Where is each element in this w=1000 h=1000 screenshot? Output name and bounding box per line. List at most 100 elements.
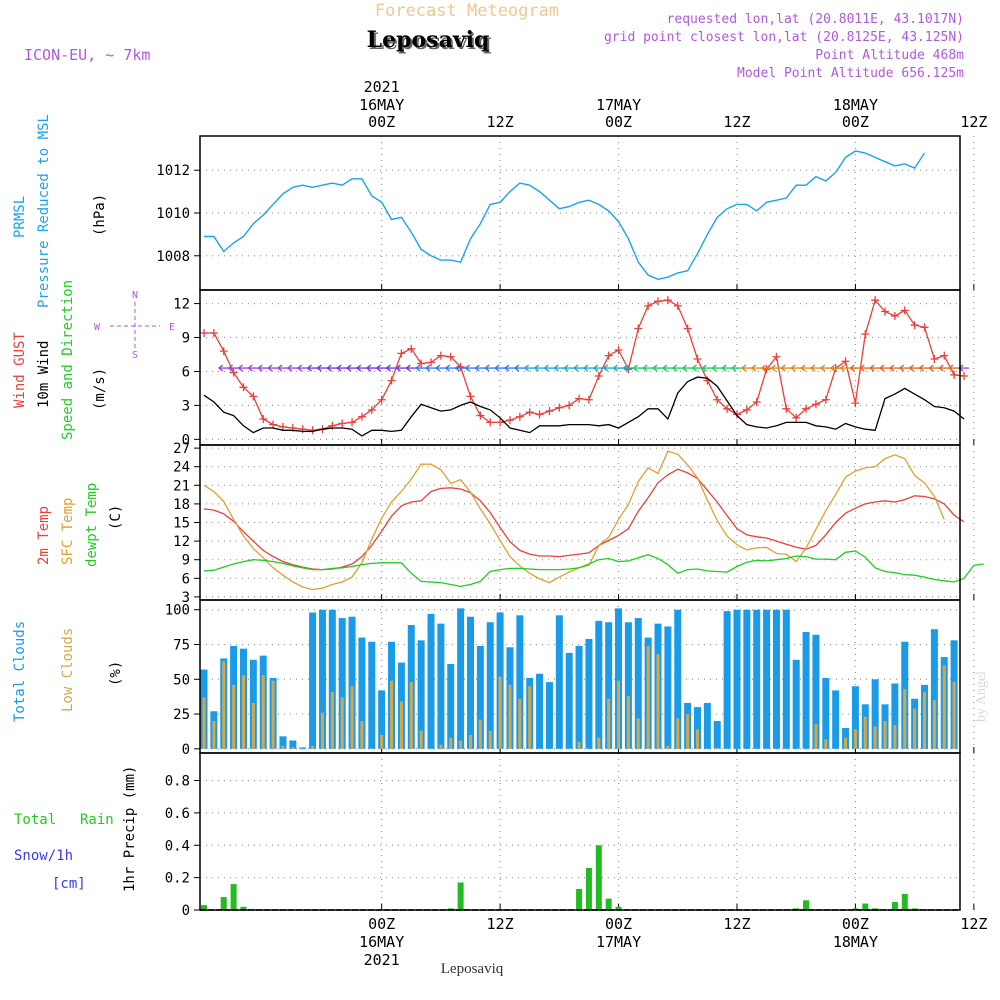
gust-marker [752,398,761,407]
rain-bar [230,884,237,910]
gust-series [200,296,968,435]
pressure-msl-label: Pressure Reduced to MSL [36,114,52,308]
total-cloud-bar [812,634,820,749]
total-cloud-bar [536,673,544,749]
total-clouds-label: Total Clouds [12,621,28,722]
low-cloud-bar [528,686,532,749]
low-cloud-bar [893,725,897,749]
low-cloud-bar [863,716,867,749]
bottom-axis-label: 12Z [487,915,514,933]
wind-arrow-icon [741,364,752,372]
wind-arrow-icon [395,364,407,372]
total-cloud-bar [753,609,761,749]
low-cloud-bar [636,718,640,749]
low-cloud-bar [597,737,601,749]
gust-marker [377,395,386,404]
gust-marker [950,370,959,379]
top-axis-label: 00Z [368,113,395,131]
total-cloud-bar [279,736,287,749]
wind-arrow-icon [632,364,644,372]
gust-marker [920,323,929,332]
rain-bar [901,893,908,910]
panel-wind: 0 3 6 9 12 [173,290,975,448]
wind-arrow-icon [622,364,634,372]
gust-marker [348,418,357,427]
ytick-label: 24 [173,460,190,476]
gust-marker [565,401,574,410]
ytick-label: 0.4 [165,838,190,854]
low-cloud-bar [696,729,699,749]
gust-marker [338,419,347,428]
low-cloud-bar [686,714,690,749]
gust-marker [239,383,248,392]
low-cloud-bar [241,675,245,749]
ytick-label: 0.2 [165,871,190,887]
wind-arrow-icon [761,364,772,372]
gust-marker [249,392,258,401]
total-cloud-bar [891,683,899,749]
gust-marker [683,324,692,333]
rain-bar [852,908,859,910]
total-cloud-bar [358,637,366,749]
gust-marker [209,328,218,337]
wind-speed-dir-label: Speed and Direction [60,280,76,440]
ytick-label: 1008 [156,249,190,265]
wind-arrow-icon [583,364,594,372]
total-cloud-bar [832,690,840,749]
snow-unit-label: [cm] [52,876,86,892]
compass-s: S [132,350,138,361]
rain-bar [240,906,247,910]
total-cloud-bar [694,707,701,749]
total-cloud-bar [615,608,623,749]
wind-unit: (m/s) [92,368,108,410]
wind-arrow-icon [721,364,733,372]
wind-arrow-icon [435,364,446,372]
prmsl-series-line [204,150,926,281]
gust-marker [555,403,564,412]
chart-type-title: Forecast Meteogram [375,1,559,21]
ytick-label: 6 [182,571,190,587]
low-cloud-bar [439,744,443,749]
low-cloud-bar [932,700,936,749]
low-cloud-bar [715,747,719,749]
rain-bar [793,908,800,910]
location-title: Leposaviq [367,27,490,53]
ytick-label: 18 [173,497,190,513]
wind-direction-arrows [218,364,969,372]
low-clouds-label: Low Clouds [60,628,76,712]
rain-bar [872,908,879,910]
rain-bar [615,906,622,910]
ytick-label: 50 [173,672,190,688]
wind-arrow-icon [662,364,673,372]
ytick-label: 0 [182,742,190,758]
rain-bar [447,908,454,910]
wind-arrow-icon [405,364,417,372]
gust-marker [811,400,820,409]
low-cloud-bar [350,686,354,749]
low-cloud-bar [271,680,275,749]
wind-arrow-icon [701,364,713,372]
wind-arrow-icon [869,364,881,372]
low-cloud-bar [380,734,384,749]
wind-arrow-icon [672,364,683,372]
wind-arrow-icon [307,364,318,372]
footer-location: Leposaviq [441,961,504,977]
wind-arrow-icon [504,364,515,372]
temp2m-series [203,468,965,571]
gust-marker [584,395,593,404]
model-altitude: Model Point Altitude 656.125m [737,66,964,81]
low-cloud-bar [251,702,255,749]
panel-frame [199,752,961,911]
low-cloud-bar [844,737,848,749]
bottom-axis-label: 12Z [723,915,750,933]
gust-marker [959,371,968,380]
gust-marker [466,392,475,401]
wind-arrow-icon [830,364,841,372]
rain-bar [803,900,810,910]
wind-arrow-icon [544,364,555,372]
total-cloud-bar [555,615,563,749]
total-cloud-bar [674,609,682,749]
rain-bar [605,898,612,910]
wind-arrow-icon [613,364,624,372]
wind-arrow-icon [840,364,851,372]
